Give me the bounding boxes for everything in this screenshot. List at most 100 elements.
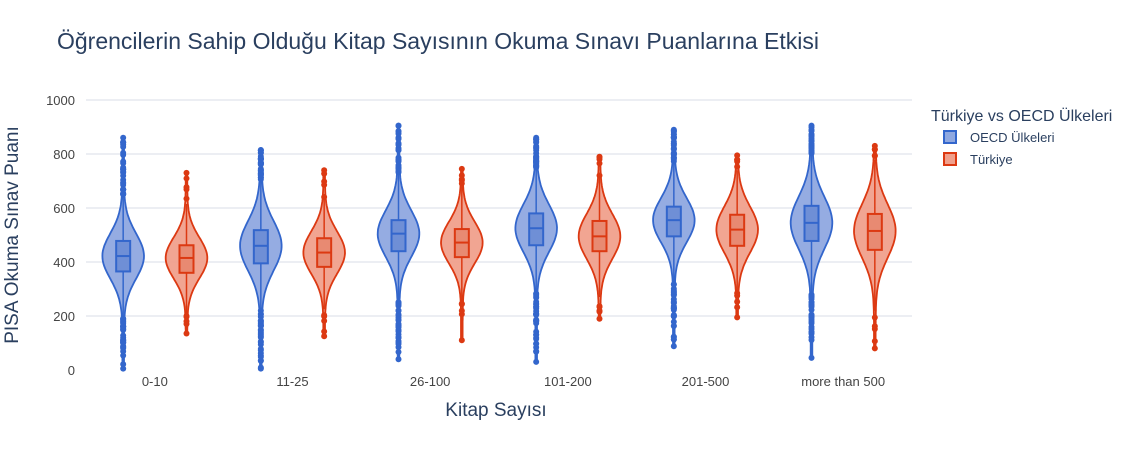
legend-swatch-oecd <box>943 130 957 144</box>
outlier-point <box>321 178 328 185</box>
outlier-point <box>670 303 677 310</box>
outlier-point <box>458 172 465 179</box>
outlier-point <box>183 330 190 337</box>
outlier-point <box>533 340 540 347</box>
box <box>390 219 407 253</box>
box <box>528 212 545 247</box>
outlier-point <box>808 127 815 134</box>
outlier-point <box>120 149 127 156</box>
violin-oecd <box>376 122 421 363</box>
outlier-point <box>321 194 328 201</box>
legend: Türkiye vs OECD Ülkeleri OECD Ülkeleri T… <box>931 107 1112 167</box>
violin-turkiye <box>577 153 622 322</box>
outlier-point <box>458 165 465 172</box>
violin-oecd <box>652 126 696 350</box>
outlier-point <box>395 164 402 171</box>
outlier-point <box>395 340 402 347</box>
violin-turkiye <box>715 152 759 321</box>
outlier-point <box>596 172 603 179</box>
x-tick-label: 201-500 <box>682 374 730 389</box>
outlier-point <box>120 352 127 359</box>
outlier-point <box>120 344 127 351</box>
outlier-point <box>257 345 264 352</box>
x-tick-label: 26-100 <box>410 374 450 389</box>
violin-turkiye <box>164 169 209 337</box>
outlier-point <box>120 365 127 372</box>
violin-plot-area <box>101 122 897 372</box>
y-tick-label: 400 <box>53 255 75 270</box>
outlier-point <box>183 184 190 191</box>
outlier-point <box>670 149 677 156</box>
outlier-point <box>533 134 540 141</box>
outlier-point <box>670 145 677 152</box>
outlier-point <box>395 334 402 341</box>
x-tick-label: more than 500 <box>801 374 885 389</box>
outlier-point <box>183 318 190 325</box>
legend-swatch-turkiye <box>943 152 957 166</box>
y-axis-ticks: 0 200 400 600 800 1000 <box>46 93 75 378</box>
outlier-point <box>395 302 402 309</box>
outlier-point <box>596 160 603 167</box>
violin-turkiye <box>440 165 484 344</box>
outlier-point <box>458 300 465 307</box>
chart-title: Öğrencilerin Sahip Olduğu Kitap Sayısını… <box>57 28 819 54</box>
outlier-point <box>395 134 402 141</box>
outlier-point <box>808 311 815 318</box>
outlier-point <box>120 190 127 197</box>
violin-oecd <box>514 134 558 365</box>
outlier-point <box>871 314 878 321</box>
outlier-point <box>734 163 741 170</box>
outlier-point <box>257 365 264 372</box>
outlier-point <box>257 172 264 179</box>
outlier-point <box>395 122 402 129</box>
outlier-point <box>808 293 815 300</box>
outlier-point <box>120 134 127 141</box>
outlier-point <box>395 324 402 331</box>
violin-turkiye <box>302 167 346 340</box>
outlier-point <box>533 163 540 170</box>
outlier-point <box>670 311 677 318</box>
outlier-point <box>183 169 190 176</box>
violin-turkiye <box>853 142 897 352</box>
outlier-point <box>808 354 815 361</box>
outlier-point <box>670 343 677 350</box>
outlier-point <box>395 349 402 356</box>
outlier-point <box>395 147 402 154</box>
violin-oecd <box>101 134 145 372</box>
outlier-point <box>183 195 190 202</box>
outlier-point <box>808 329 815 336</box>
outlier-point <box>257 161 264 168</box>
outlier-point <box>808 145 815 152</box>
outlier-point <box>321 328 328 335</box>
outlier-point <box>257 330 264 337</box>
legend-item-oecd[interactable]: OECD Ülkeleri <box>943 130 1055 145</box>
outlier-point <box>734 152 741 159</box>
outlier-point <box>808 323 815 330</box>
outlier-point <box>808 122 815 129</box>
y-tick-label: 1000 <box>46 93 75 108</box>
outlier-point <box>458 337 465 344</box>
outlier-point <box>183 312 190 319</box>
outlier-point <box>670 318 677 325</box>
outlier-point <box>395 312 402 319</box>
y-tick-label: 800 <box>53 147 75 162</box>
x-tick-label: 101-200 <box>544 374 592 389</box>
legend-label-turkiye: Türkiye <box>970 152 1013 167</box>
outlier-point <box>321 333 328 340</box>
outlier-point <box>596 153 603 160</box>
y-tick-label: 200 <box>53 309 75 324</box>
outlier-point <box>533 291 540 298</box>
outlier-point <box>120 323 127 330</box>
outlier-point <box>120 179 127 186</box>
violin-oecd <box>789 122 834 361</box>
outlier-point <box>458 180 465 187</box>
x-tick-label: 0-10 <box>142 374 168 389</box>
outlier-point <box>808 336 815 343</box>
outlier-point <box>395 141 402 148</box>
outlier-point <box>670 154 677 161</box>
outlier-point <box>670 126 677 133</box>
outlier-point <box>120 158 127 165</box>
outlier-point <box>321 167 328 174</box>
legend-item-turkiye[interactable]: Türkiye <box>943 152 1013 167</box>
box <box>178 244 195 274</box>
